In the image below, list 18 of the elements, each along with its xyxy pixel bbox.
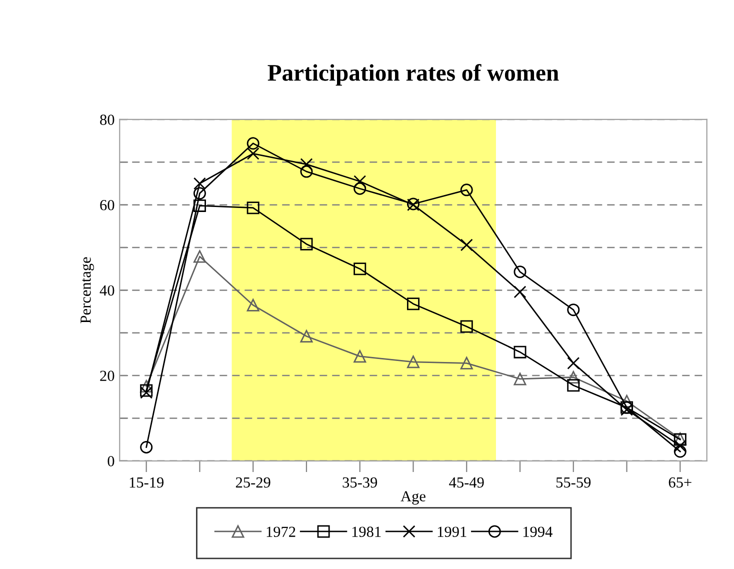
x-tick-label: 65+ (668, 477, 692, 488)
x-tick-label: 45-49 (449, 477, 484, 488)
legend-label: 1994 (523, 526, 552, 537)
y-tick-label: 0 (108, 456, 114, 466)
y-axis-title: Percentage (80, 257, 94, 324)
x-tick-label: 55-59 (556, 477, 591, 488)
legend-label: 1991 (438, 526, 466, 537)
x-tick-label: 35-39 (342, 477, 378, 488)
legend-label: 1981 (352, 526, 381, 537)
y-tick-label: 80 (100, 114, 114, 125)
y-tick-label: 60 (100, 200, 114, 210)
x-axis-title: Age (400, 491, 426, 505)
y-tick-label: 40 (100, 285, 114, 296)
x-tick-label: 15-19 (130, 477, 164, 488)
chart-title: Participation rates of women (268, 64, 559, 86)
legend-label: 1972 (266, 526, 296, 537)
x-tick-label: 25-29 (236, 477, 270, 488)
y-tick-label: 20 (100, 370, 114, 381)
